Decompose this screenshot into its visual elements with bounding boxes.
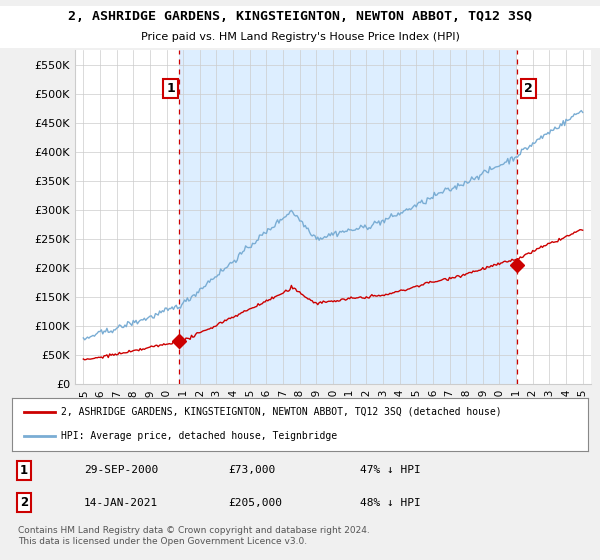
Text: 48% ↓ HPI: 48% ↓ HPI: [360, 498, 421, 507]
Text: 14-JAN-2021: 14-JAN-2021: [84, 498, 158, 507]
Text: HPI: Average price, detached house, Teignbridge: HPI: Average price, detached house, Teig…: [61, 431, 337, 441]
Text: 2: 2: [524, 82, 533, 95]
Bar: [179, 50, 517, 384]
Text: 1: 1: [166, 82, 175, 95]
Text: 47% ↓ HPI: 47% ↓ HPI: [360, 465, 421, 475]
Text: 2: 2: [20, 496, 28, 509]
Text: 29-SEP-2000: 29-SEP-2000: [84, 465, 158, 475]
Text: Price paid vs. HM Land Registry's House Price Index (HPI): Price paid vs. HM Land Registry's House …: [140, 32, 460, 42]
Text: 2, ASHRIDGE GARDENS, KINGSTEIGNTON, NEWTON ABBOT, TQ12 3SQ: 2, ASHRIDGE GARDENS, KINGSTEIGNTON, NEWT…: [68, 10, 532, 22]
Text: 1: 1: [20, 464, 28, 477]
Text: £205,000: £205,000: [228, 498, 282, 507]
Text: Contains HM Land Registry data © Crown copyright and database right 2024.
This d: Contains HM Land Registry data © Crown c…: [18, 526, 370, 546]
Text: £73,000: £73,000: [228, 465, 275, 475]
Text: 2, ASHRIDGE GARDENS, KINGSTEIGNTON, NEWTON ABBOT, TQ12 3SQ (detached house): 2, ASHRIDGE GARDENS, KINGSTEIGNTON, NEWT…: [61, 407, 502, 417]
